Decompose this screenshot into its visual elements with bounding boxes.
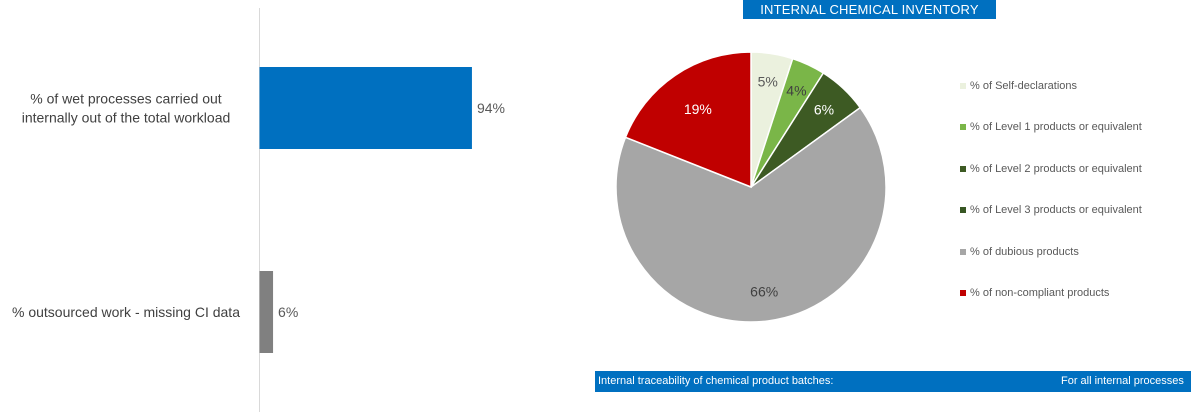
bar-chart: 94% % of wet processes carried out interna… bbox=[12, 8, 505, 412]
bar-2 bbox=[259, 271, 274, 353]
legend-label: % of non-compliant products bbox=[970, 287, 1110, 299]
traceability-banner: Internal traceability of chemical produc… bbox=[595, 371, 1191, 392]
legend-label: % of Self-declarations bbox=[970, 79, 1077, 92]
pie-legend: % of Self-declarations % of Level 1 produ… bbox=[960, 78, 1185, 327]
legend-item: % of Level 2 products or equivalent bbox=[960, 161, 1185, 176]
pie-chart-title: INTERNAL CHEMICAL INVENTORY bbox=[743, 0, 996, 19]
legend-item: % of Level 3 products or equivalent bbox=[960, 203, 1185, 218]
bar-1 bbox=[259, 67, 472, 149]
legend-item: % of non-compliant products bbox=[960, 286, 1185, 301]
bar-category-label: % outsourced work - missing CI data bbox=[12, 304, 240, 320]
legend-label: % of dubious products bbox=[970, 245, 1079, 258]
pie-slice-of-dubious-products bbox=[615, 106, 887, 323]
pie-data-label: 4% bbox=[786, 83, 806, 99]
legend-label: % of Level 2 products or equivalent bbox=[970, 162, 1142, 175]
legend-swatch bbox=[960, 82, 966, 89]
pie-data-label: 5% bbox=[758, 74, 778, 90]
legend-item: % of dubious products bbox=[960, 244, 1185, 259]
legend-item: % of Self-declarations bbox=[960, 78, 1185, 93]
pie-slice-of-non-compliant-products bbox=[624, 51, 752, 189]
pie-data-label: 6% bbox=[814, 101, 834, 117]
pie-data-label: 66% bbox=[750, 283, 778, 299]
legend-item: % of Level 1 products or equivalent bbox=[960, 120, 1185, 135]
traceability-value: For all internal processes bbox=[1061, 375, 1184, 387]
legend-label: % of Level 1 products or equivalent bbox=[970, 121, 1142, 133]
legend-swatch bbox=[960, 124, 966, 130]
legend-swatch bbox=[960, 248, 966, 255]
bar-category-label: % of wet processes carried out internally… bbox=[22, 91, 231, 126]
legend-swatch bbox=[960, 290, 966, 296]
pie-data-label: 19% bbox=[684, 101, 712, 117]
legend-swatch bbox=[960, 165, 966, 172]
bar-value-label: 94% bbox=[477, 100, 505, 116]
legend-label: % of Level 3 products or equivalent bbox=[970, 204, 1142, 216]
pie-chart: 5% 4% 6% 66% 19% bbox=[615, 51, 887, 323]
traceability-label: Internal traceability of chemical produc… bbox=[598, 375, 834, 387]
bar-value-label: 6% bbox=[278, 304, 298, 320]
legend-swatch bbox=[960, 207, 966, 213]
